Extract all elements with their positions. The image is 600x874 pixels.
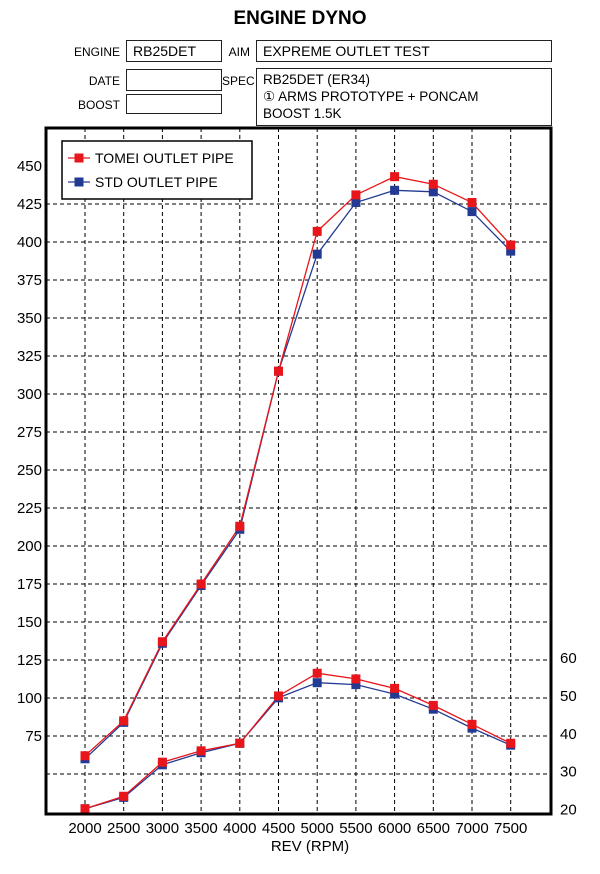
spec-line-3: BOOST 1.5K — [263, 106, 342, 121]
plot-frame — [44, 126, 553, 816]
data-point — [351, 190, 361, 200]
spec-line-2: ① ARMS PROTOTYPE + PONCAM — [263, 89, 479, 104]
x-axis-label: REV (RPM) — [271, 838, 349, 855]
right-tick-label: 40 — [560, 726, 577, 743]
chart-markers — [80, 172, 516, 814]
left-tick-label: 400 — [17, 234, 42, 251]
data-point — [312, 226, 322, 236]
data-point — [390, 185, 400, 195]
x-tick-label: 3500 — [184, 820, 217, 837]
page-title: ENGINE DYNO — [233, 8, 367, 29]
data-point — [80, 804, 90, 814]
data-point — [274, 691, 283, 701]
data-point — [390, 172, 400, 182]
left-tick-label: 425 — [17, 196, 42, 213]
data-point — [157, 637, 167, 647]
left-tick-label: 350 — [17, 310, 42, 327]
data-point — [80, 751, 90, 761]
engine-label: ENGINE — [73, 45, 120, 59]
data-point — [351, 674, 361, 684]
x-tick-label: 4500 — [262, 820, 295, 837]
data-point — [390, 683, 400, 693]
data-point — [506, 240, 516, 250]
data-point — [506, 246, 516, 256]
left-tick-label: 125 — [17, 652, 42, 669]
left-tick-label: 75 — [25, 728, 42, 745]
series-line — [84, 189, 512, 760]
legend-box — [61, 140, 253, 200]
data-point — [119, 791, 129, 801]
aim-field[interactable]: EXPREME OUTLET TEST — [256, 40, 552, 62]
x-axis-ticks: 2000 2500 3000 3500 4000 4500 5000 5500 6000 6500… — [68, 820, 527, 837]
data-point — [428, 187, 438, 197]
right-axis-ticks: 20 30 40 50 60 — [560, 650, 577, 818]
data-point — [467, 197, 477, 207]
aim-label: AIM — [228, 45, 250, 59]
left-tick-label: 325 — [17, 348, 42, 365]
x-tick-label: 4000 — [223, 820, 256, 837]
spec-label: SPEC — [222, 74, 255, 88]
left-tick-label: 150 — [17, 614, 42, 631]
left-tick-label: 250 — [17, 462, 42, 479]
x-tick-label: 3000 — [146, 820, 179, 837]
data-point — [351, 197, 361, 207]
data-point — [467, 719, 477, 729]
left-tick-label: 375 — [17, 272, 42, 289]
series-line — [84, 672, 511, 810]
right-tick-label: 50 — [560, 688, 577, 705]
date-label: DATE — [88, 74, 120, 88]
right-tick-label: 20 — [560, 802, 577, 819]
x-tick-label: 2500 — [107, 820, 140, 837]
boost-field[interactable] — [126, 94, 222, 114]
spec-field[interactable]: RB25DET (ER34) ① ARMS PROTOTYPE + PONCAM… — [256, 68, 552, 126]
right-tick-label: 60 — [560, 650, 577, 667]
x-tick-label: 6000 — [378, 820, 411, 837]
data-point — [390, 689, 400, 699]
data-point — [428, 179, 438, 189]
data-point — [312, 249, 322, 259]
legend-marker — [74, 153, 84, 163]
data-point — [506, 738, 516, 748]
x-tick-label: 5000 — [301, 820, 334, 837]
data-point — [157, 757, 167, 767]
series-line — [84, 682, 511, 810]
date-field[interactable] — [126, 69, 222, 91]
chart-lines — [84, 175, 512, 810]
left-tick-label: 450 — [17, 158, 42, 175]
left-tick-label: 175 — [17, 576, 42, 593]
right-tick-label: 30 — [560, 764, 577, 781]
x-tick-label: 7000 — [455, 820, 488, 837]
data-point — [312, 668, 322, 678]
left-tick-label: 100 — [17, 690, 42, 707]
engine-field[interactable]: RB25DET — [126, 40, 222, 62]
data-point — [235, 521, 245, 531]
data-point — [467, 207, 477, 217]
left-tick-label: 275 — [17, 424, 42, 441]
x-tick-label: 5500 — [339, 820, 372, 837]
left-tick-label: 200 — [17, 538, 42, 555]
data-point — [274, 366, 283, 376]
spec-line-1: RB25DET (ER34) — [263, 72, 371, 87]
left-tick-label: 225 — [17, 500, 42, 517]
data-point — [312, 678, 322, 688]
left-axis-ticks: 75 100 125 150 175 200 225 250 275 300 325 350 375 40… — [17, 158, 42, 745]
left-tick-label: 300 — [17, 386, 42, 403]
data-point — [235, 738, 245, 748]
x-tick-label: 7500 — [494, 820, 527, 837]
data-point — [351, 680, 361, 690]
data-point — [428, 700, 438, 710]
legend-label: STD OUTLET PIPE — [95, 174, 218, 190]
data-point — [196, 746, 206, 756]
legend: TOMEI OUTLET PIPE STD OUTLET PIPE — [61, 140, 253, 200]
data-point — [119, 716, 129, 726]
legend-label: TOMEI OUTLET PIPE — [95, 150, 234, 166]
x-tick-label: 2000 — [68, 820, 101, 837]
series-line — [84, 175, 512, 757]
boost-label: BOOST — [77, 98, 120, 112]
x-tick-label: 6500 — [417, 820, 450, 837]
chart-grid — [46, 128, 551, 814]
legend-marker — [74, 177, 84, 187]
data-point — [196, 579, 206, 589]
